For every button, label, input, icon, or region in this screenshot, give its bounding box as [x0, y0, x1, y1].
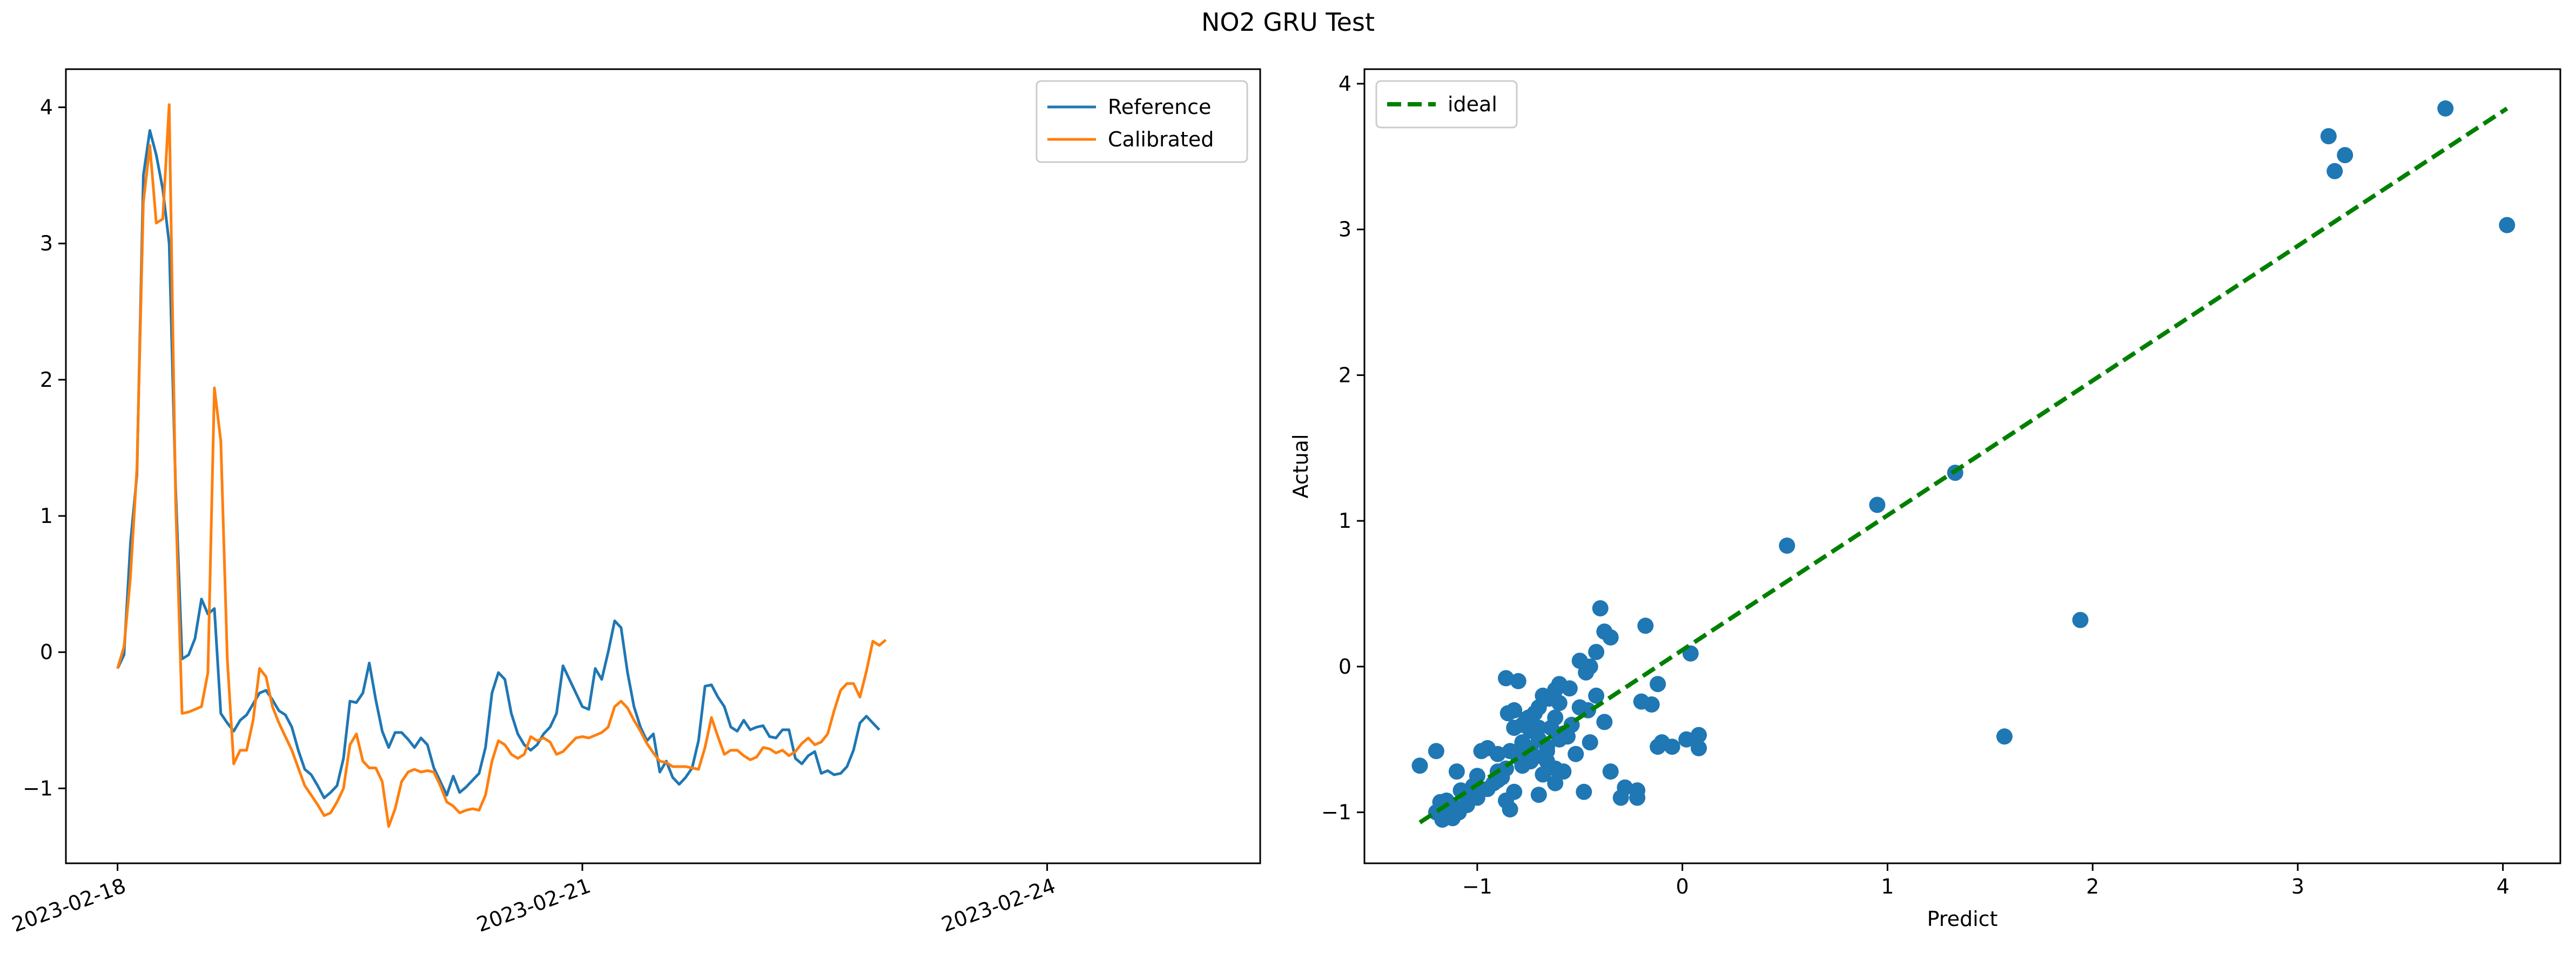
left-plot-frame — [65, 68, 1261, 864]
right-plot-frame — [1363, 68, 2561, 864]
scatter-point — [1551, 695, 1568, 711]
scatter-point — [1996, 728, 2013, 745]
scatter-point — [1592, 600, 1609, 616]
scatter-point — [1411, 757, 1428, 774]
y-tick-label: 0 — [40, 640, 53, 664]
scatter-point — [1612, 789, 1629, 806]
y-tick-label: 1 — [40, 504, 53, 528]
scatter-point — [1506, 702, 1523, 719]
ideal-line — [1418, 106, 2508, 824]
scatter-point — [1691, 740, 1707, 756]
scatter-point — [1555, 763, 1572, 780]
legend-label-ideal: ideal — [1448, 92, 1497, 116]
scatter-point — [1571, 653, 1588, 669]
scatter-point — [2437, 100, 2454, 117]
scatter-point — [1535, 766, 1551, 783]
series-line-reference — [116, 129, 880, 800]
legend-label-reference: Reference — [1108, 95, 1211, 119]
y-tick-label: 1 — [1339, 509, 1351, 533]
scatter-point — [1691, 727, 1707, 743]
x-axis-label: Predict — [1927, 907, 1998, 931]
figure-title: NO2 GRU Test — [1201, 8, 1375, 37]
x-tick-label: 2023-02-18 — [9, 874, 129, 937]
scatter-point — [1506, 783, 1523, 800]
x-tick-label: 2023-02-24 — [938, 874, 1059, 937]
left-plot: −1 0 1 2 3 4 2023-02-18 2023-02-21 2023-02-24 Ref… — [9, 68, 1261, 937]
scatter-point — [1629, 789, 1646, 806]
x-tick-label: 3 — [2291, 875, 2304, 898]
scatter-point — [2072, 612, 2089, 628]
series-line-calibrated — [116, 103, 887, 828]
scatter-point — [1588, 687, 1605, 704]
scatter-point — [2499, 217, 2516, 233]
scatter-point — [1510, 673, 1526, 689]
scatter-point — [2320, 128, 2337, 145]
scatter-point — [1502, 743, 1518, 760]
scatter-point — [1473, 743, 1490, 760]
scatter-point — [1514, 757, 1531, 774]
scatter-point — [1602, 763, 1619, 780]
y-tick-label: 0 — [1339, 655, 1351, 679]
scatter-point — [1779, 538, 1795, 554]
x-tick-label: 0 — [1676, 875, 1689, 898]
scatter-point — [1637, 617, 1654, 634]
x-tick-label: 1 — [1881, 875, 1894, 898]
scatter-point — [1489, 746, 1506, 762]
x-tick-label: 2 — [2086, 875, 2099, 898]
y-tick-label: 2 — [40, 368, 53, 392]
right-legend: ideal — [1375, 80, 1518, 129]
scatter-point — [1664, 739, 1680, 755]
scatter-point — [1539, 753, 1555, 770]
legend-label-calibrated: Calibrated — [1108, 127, 1214, 151]
y-tick-label: −1 — [23, 776, 53, 800]
scatter-point — [1576, 783, 1592, 800]
scatter-point — [1448, 763, 1465, 780]
y-tick-label: 4 — [1339, 72, 1351, 96]
scatter-point — [1543, 720, 1559, 736]
scatter-point — [1547, 775, 1564, 791]
scatter-point — [1502, 801, 1518, 818]
x-tick-label: 4 — [2497, 875, 2510, 898]
left-legend: Reference Calibrated — [1035, 80, 1248, 163]
scatter-point — [1559, 728, 1576, 745]
scatter-point — [1650, 739, 1666, 755]
y-tick-label: −1 — [1321, 801, 1351, 824]
scatter-point — [2326, 163, 2343, 179]
scatter-point — [1588, 643, 1605, 660]
y-tick-label: 4 — [40, 96, 53, 119]
scatter-point — [1530, 787, 1547, 803]
scatter-point — [1568, 746, 1584, 762]
scatter-point — [1428, 743, 1444, 760]
scatter-point — [1518, 711, 1535, 727]
scatter-point — [1498, 670, 1514, 687]
y-tick-label: 2 — [1339, 363, 1351, 387]
scatter-chart: −1 0 1 2 3 4 −1 0 1 2 3 4 Predict Actual ideal — [1289, 68, 2561, 931]
scatter-point — [2337, 147, 2353, 164]
x-tick-label: 2023-02-21 — [474, 874, 594, 937]
scatter-point — [1678, 731, 1695, 748]
x-tick-label: −1 — [1462, 875, 1492, 898]
scatter-point — [1530, 720, 1547, 736]
scatter-point — [1869, 496, 1886, 513]
scatter-point — [1596, 714, 1613, 730]
scatter-point — [1602, 629, 1619, 646]
y-tick-label: 3 — [40, 232, 53, 256]
scatter-point — [1582, 734, 1598, 751]
y-axis-label: Actual — [1289, 434, 1313, 498]
scatter-point — [1506, 720, 1523, 736]
scatter-point — [1650, 676, 1666, 693]
scatter-point — [1633, 693, 1650, 710]
y-tick-label: 3 — [1339, 218, 1351, 241]
legend-box — [1035, 80, 1248, 163]
legend-box — [1375, 80, 1518, 129]
